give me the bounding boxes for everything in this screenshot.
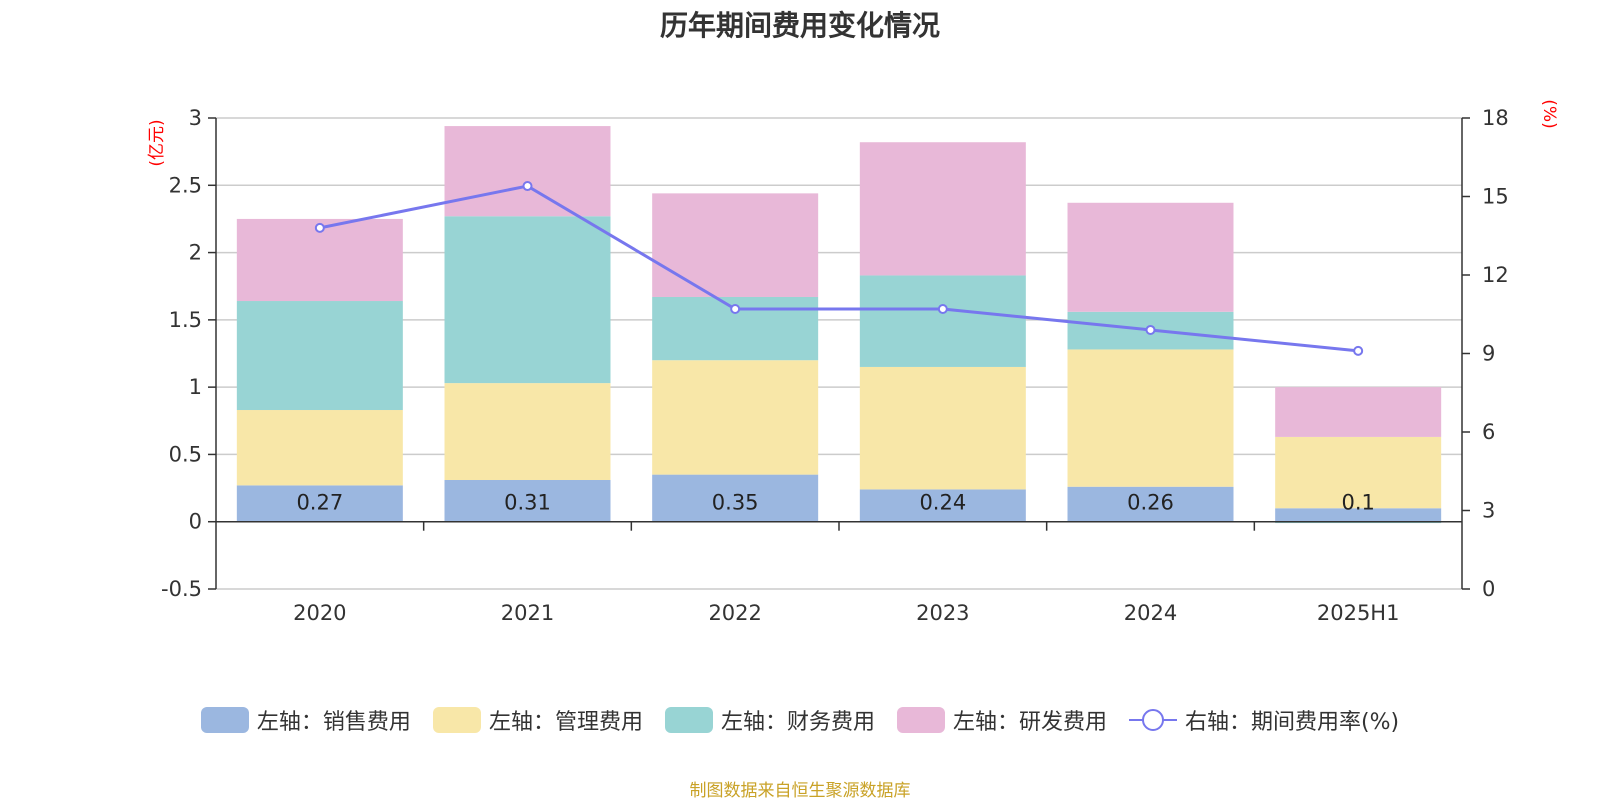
legend: 左轴：销售费用 左轴：管理费用 左轴：财务费用 左轴：研发费用 右轴：期间费用率… [0,702,1600,738]
legend-item-sales[interactable]: 左轴：销售费用 [200,704,411,736]
legend-item-admin[interactable]: 左轴：管理费用 [432,704,643,736]
bar-admin-2021 [444,383,611,480]
line-expense-ratio [319,184,1359,353]
point-expense-ratio-2022 [730,304,741,315]
right-tick-label: 12 [1482,263,1509,287]
bar-sales-2025H1 [1275,508,1442,522]
left-tick-label: 0 [189,510,202,534]
x-tick-label-2022: 2022 [708,601,761,625]
data-label-sales-2020: 0.27 [296,491,343,515]
legend-label-ratio: 右轴：期间费用率(%) [1184,710,1400,735]
bar-finance-2023 [859,275,1026,367]
right-tick-label: 0 [1482,577,1495,601]
left-tick-label: 0.5 [169,442,202,466]
bar-finance-2021 [444,216,611,384]
bar-rnd-2025H1 [1275,387,1442,437]
chart-canvas: 3 2.5 2 1.5 1 0.5 0 -0.5 18 15 12 9 6 3 0 (亿元) (%) 2020 20… [147,99,1559,625]
bar-admin-2022 [652,360,819,475]
legend-swatch-ratio [1128,707,1177,733]
point-expense-ratio-2024 [1145,324,1156,335]
legend-swatch-admin [432,707,481,733]
data-label-sales-2022: 0.35 [712,491,759,515]
bar-sales-2023 [859,489,1026,522]
left-tick-label: 2 [189,241,202,265]
data-label-sales-2025H1: 0.1 [1341,491,1374,515]
legend-swatch-sales [200,707,249,733]
x-tick-label-2023: 2023 [916,601,969,625]
data-label-sales-2024: 0.26 [1127,491,1174,515]
right-tick-label: 18 [1482,106,1509,130]
bar-sales-2022 [652,474,819,522]
legend-label-finance: 左轴：财务费用 [720,710,875,735]
right-axis-unit: (%) [1539,99,1559,128]
x-tick-label-2024: 2024 [1124,601,1177,625]
left-tick-label: 3 [189,106,202,130]
x-tick-label-2025H1: 2025H1 [1317,601,1400,625]
left-tick-label: 2.5 [169,173,202,197]
legend-swatch-finance [664,707,713,733]
legend-label-admin: 左轴：管理费用 [488,710,643,735]
bar-rnd-2022 [652,193,819,297]
bar-admin-2025H1 [1275,436,1442,509]
legend-item-ratio[interactable]: 右轴：期间费用率(%) [1128,704,1400,736]
right-tick-label: 9 [1482,342,1495,366]
left-axis-unit: (亿元) [147,119,167,166]
chart-title: 历年期间费用变化情况 [659,9,940,42]
legend-item-finance[interactable]: 左轴：财务费用 [664,704,875,736]
legend-item-rnd[interactable]: 左轴：研发费用 [896,704,1107,736]
legend-label-rnd: 左轴：研发费用 [952,710,1107,735]
bar-rnd-2024 [1067,202,1234,312]
bar-sales-2020 [236,485,403,522]
point-expense-ratio-2023 [937,304,948,315]
point-expense-ratio-2025H1 [1353,345,1364,356]
bar-finance-2020 [236,301,403,411]
legend-swatch-rnd [896,707,945,733]
point-expense-ratio-2021 [522,181,533,192]
bar-sales-2021 [444,479,611,522]
right-tick-label: 6 [1482,420,1495,444]
bar-rnd-2021 [444,126,611,217]
bar-admin-2023 [859,366,1026,490]
bar-sales-2024 [1067,486,1234,522]
x-tick-label-2021: 2021 [501,601,554,625]
bar-rnd-2023 [859,142,1026,276]
point-expense-ratio-2020 [314,222,325,233]
legend-label-sales: 左轴：销售费用 [256,710,411,735]
data-label-sales-2023: 0.24 [919,491,966,515]
bar-admin-2020 [236,410,403,486]
left-tick-label: -0.5 [161,577,202,601]
x-tick-label-2020: 2020 [293,601,346,625]
bar-admin-2024 [1067,349,1234,487]
left-tick-label: 1.5 [169,308,202,332]
data-label-sales-2021: 0.31 [504,491,551,515]
right-tick-label: 15 [1482,185,1509,209]
right-tick-label: 3 [1482,499,1495,523]
source-note: 制图数据来自恒生聚源数据库 [689,781,911,801]
left-tick-label: 1 [189,375,202,399]
